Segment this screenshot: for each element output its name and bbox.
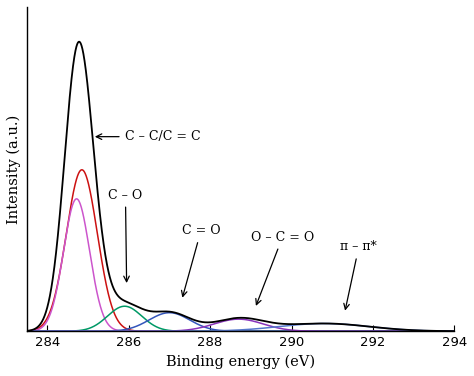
Text: C = O: C = O	[182, 224, 220, 296]
X-axis label: Binding energy (eV): Binding energy (eV)	[166, 355, 315, 369]
Y-axis label: Intensity (a.u.): Intensity (a.u.)	[7, 114, 21, 224]
Text: C – C/C = C: C – C/C = C	[96, 130, 200, 143]
Text: C – O: C – O	[109, 188, 143, 282]
Text: π – π*: π – π*	[340, 240, 377, 309]
Text: O – C = O: O – C = O	[251, 231, 314, 305]
